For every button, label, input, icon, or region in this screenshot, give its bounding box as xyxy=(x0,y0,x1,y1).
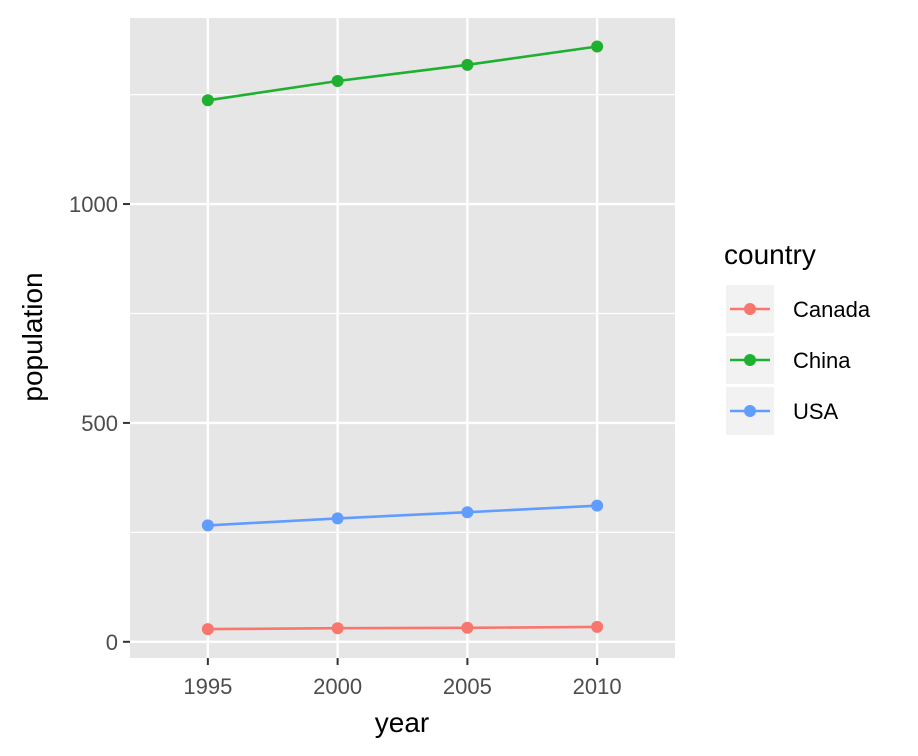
x-tick-label: 1995 xyxy=(183,674,232,699)
plot-panel xyxy=(130,18,675,658)
legend-label: China xyxy=(793,348,851,373)
series-line xyxy=(207,45,598,102)
legend-item-usa: USA xyxy=(726,387,839,435)
series-line xyxy=(207,504,598,527)
legend-key-point xyxy=(744,405,756,417)
x-tick-label: 2005 xyxy=(443,674,492,699)
data-point xyxy=(331,622,344,635)
legend-label: USA xyxy=(793,399,839,424)
legend-item-china: China xyxy=(726,336,851,384)
data-point xyxy=(461,58,474,71)
y-tick-label: 0 xyxy=(106,630,118,655)
legend: country Canada China USA xyxy=(724,239,871,435)
series-usa xyxy=(201,499,604,532)
series-layer xyxy=(201,40,604,636)
y-axis-title: population xyxy=(17,272,48,401)
series-china xyxy=(201,40,604,107)
data-point xyxy=(591,499,604,512)
data-point xyxy=(331,512,344,525)
x-tick-label: 2010 xyxy=(573,674,622,699)
data-point xyxy=(201,519,214,532)
data-point xyxy=(461,621,474,634)
series-canada xyxy=(201,620,604,636)
x-axis-title: year xyxy=(375,707,429,738)
minor-gridlines xyxy=(130,94,675,533)
axis-ticks xyxy=(123,203,599,665)
legend-label: Canada xyxy=(793,297,871,322)
tick-labels: 0 500 1000 1995 2000 2005 2010 xyxy=(69,192,622,699)
data-point xyxy=(461,506,474,519)
y-tick-label: 1000 xyxy=(69,192,118,217)
legend-title: country xyxy=(724,239,816,270)
data-point xyxy=(201,623,214,636)
data-point xyxy=(331,75,344,88)
x-tick-label: 2000 xyxy=(313,674,362,699)
data-point xyxy=(201,94,214,107)
legend-item-canada: Canada xyxy=(726,285,871,333)
legend-key-point xyxy=(744,354,756,366)
data-point xyxy=(591,40,604,53)
series-line xyxy=(207,625,598,631)
legend-key-point xyxy=(744,303,756,315)
y-tick-label: 500 xyxy=(81,411,118,436)
data-point xyxy=(591,620,604,633)
major-gridlines xyxy=(130,18,675,658)
